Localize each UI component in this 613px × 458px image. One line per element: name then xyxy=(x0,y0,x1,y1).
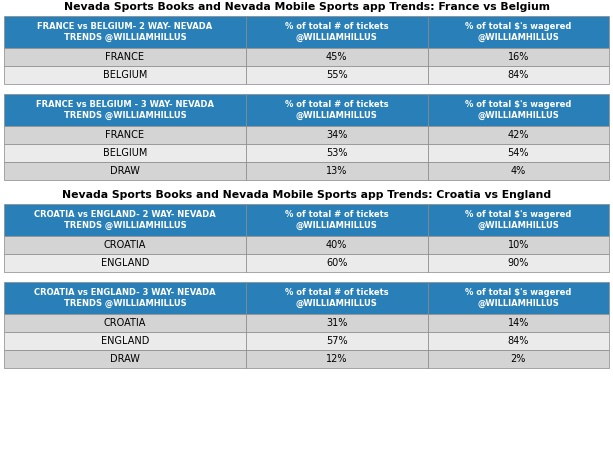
Bar xyxy=(246,126,427,144)
Bar xyxy=(427,162,609,180)
Text: CROATIA vs ENGLAND- 3 WAY- NEVADA
TRENDS @WILLIAMHILLUS: CROATIA vs ENGLAND- 3 WAY- NEVADA TRENDS… xyxy=(34,288,216,308)
Bar xyxy=(4,48,246,66)
Bar xyxy=(246,254,427,272)
Text: ENGLAND: ENGLAND xyxy=(101,336,149,346)
Text: 2%: 2% xyxy=(511,354,526,364)
Text: 14%: 14% xyxy=(508,318,529,328)
Bar xyxy=(427,254,609,272)
Bar xyxy=(246,48,427,66)
Bar xyxy=(246,66,427,84)
Text: 10%: 10% xyxy=(508,240,529,250)
Text: % of total $'s wagered
@WILLIAMHILLUS: % of total $'s wagered @WILLIAMHILLUS xyxy=(465,288,571,308)
Bar xyxy=(427,204,609,236)
Text: 31%: 31% xyxy=(326,318,348,328)
Text: 55%: 55% xyxy=(326,70,348,80)
Bar xyxy=(4,350,246,368)
Text: 12%: 12% xyxy=(326,354,348,364)
Bar xyxy=(246,94,427,126)
Text: BELGIUM: BELGIUM xyxy=(103,70,147,80)
Text: 53%: 53% xyxy=(326,148,348,158)
Text: CROATIA: CROATIA xyxy=(104,318,146,328)
Bar xyxy=(427,66,609,84)
Bar xyxy=(246,350,427,368)
Text: 90%: 90% xyxy=(508,258,529,268)
Bar xyxy=(4,332,246,350)
Text: ENGLAND: ENGLAND xyxy=(101,258,149,268)
Bar xyxy=(246,144,427,162)
Bar xyxy=(427,236,609,254)
Bar xyxy=(4,126,246,144)
Text: % of total # of tickets
@WILLIAMHILLUS: % of total # of tickets @WILLIAMHILLUS xyxy=(285,22,389,42)
Text: % of total # of tickets
@WILLIAMHILLUS: % of total # of tickets @WILLIAMHILLUS xyxy=(285,210,389,230)
Text: FRANCE: FRANCE xyxy=(105,52,145,62)
Bar xyxy=(427,282,609,314)
Text: 57%: 57% xyxy=(326,336,348,346)
Bar xyxy=(4,16,246,48)
Text: FRANCE: FRANCE xyxy=(105,130,145,140)
Text: 54%: 54% xyxy=(508,148,529,158)
Bar xyxy=(427,350,609,368)
Bar xyxy=(427,144,609,162)
Text: Nevada Sports Books and Nevada Mobile Sports app Trends: France vs Belgium: Nevada Sports Books and Nevada Mobile Sp… xyxy=(64,2,549,12)
Bar xyxy=(246,236,427,254)
Text: % of total # of tickets
@WILLIAMHILLUS: % of total # of tickets @WILLIAMHILLUS xyxy=(285,100,389,120)
Text: 84%: 84% xyxy=(508,70,529,80)
Bar xyxy=(4,314,246,332)
Bar xyxy=(4,144,246,162)
Bar xyxy=(427,16,609,48)
Bar xyxy=(4,94,246,126)
Bar xyxy=(246,204,427,236)
Text: 34%: 34% xyxy=(326,130,348,140)
Text: 45%: 45% xyxy=(326,52,348,62)
Text: FRANCE vs BELGIUM- 2 WAY- NEVADA
TRENDS @WILLIAMHILLUS: FRANCE vs BELGIUM- 2 WAY- NEVADA TRENDS … xyxy=(37,22,213,42)
Bar xyxy=(427,94,609,126)
Bar xyxy=(4,236,246,254)
Bar xyxy=(246,282,427,314)
Text: % of total # of tickets
@WILLIAMHILLUS: % of total # of tickets @WILLIAMHILLUS xyxy=(285,288,389,308)
Bar xyxy=(4,254,246,272)
Text: 42%: 42% xyxy=(508,130,529,140)
Bar xyxy=(4,282,246,314)
Text: 16%: 16% xyxy=(508,52,529,62)
Bar xyxy=(427,48,609,66)
Text: 84%: 84% xyxy=(508,336,529,346)
Bar xyxy=(4,66,246,84)
Text: DRAW: DRAW xyxy=(110,354,140,364)
Text: FRANCE vs BELGIUM - 3 WAY- NEVADA
TRENDS @WILLIAMHILLUS: FRANCE vs BELGIUM - 3 WAY- NEVADA TRENDS… xyxy=(36,100,214,120)
Text: % of total $'s wagered
@WILLIAMHILLUS: % of total $'s wagered @WILLIAMHILLUS xyxy=(465,210,571,230)
Text: BELGIUM: BELGIUM xyxy=(103,148,147,158)
Text: 60%: 60% xyxy=(326,258,348,268)
Text: DRAW: DRAW xyxy=(110,166,140,176)
Bar xyxy=(427,314,609,332)
Text: % of total $'s wagered
@WILLIAMHILLUS: % of total $'s wagered @WILLIAMHILLUS xyxy=(465,100,571,120)
Text: CROATIA: CROATIA xyxy=(104,240,146,250)
Bar xyxy=(4,162,246,180)
Bar xyxy=(246,314,427,332)
Text: % of total $'s wagered
@WILLIAMHILLUS: % of total $'s wagered @WILLIAMHILLUS xyxy=(465,22,571,42)
Bar xyxy=(4,204,246,236)
Bar xyxy=(246,332,427,350)
Bar xyxy=(427,332,609,350)
Bar xyxy=(246,162,427,180)
Bar xyxy=(427,126,609,144)
Text: 4%: 4% xyxy=(511,166,526,176)
Text: 40%: 40% xyxy=(326,240,348,250)
Text: CROATIA vs ENGLAND- 2 WAY- NEVADA
TRENDS @WILLIAMHILLUS: CROATIA vs ENGLAND- 2 WAY- NEVADA TRENDS… xyxy=(34,210,216,230)
Text: 13%: 13% xyxy=(326,166,348,176)
Bar xyxy=(246,16,427,48)
Text: Nevada Sports Books and Nevada Mobile Sports app Trends: Croatia vs England: Nevada Sports Books and Nevada Mobile Sp… xyxy=(62,190,551,200)
